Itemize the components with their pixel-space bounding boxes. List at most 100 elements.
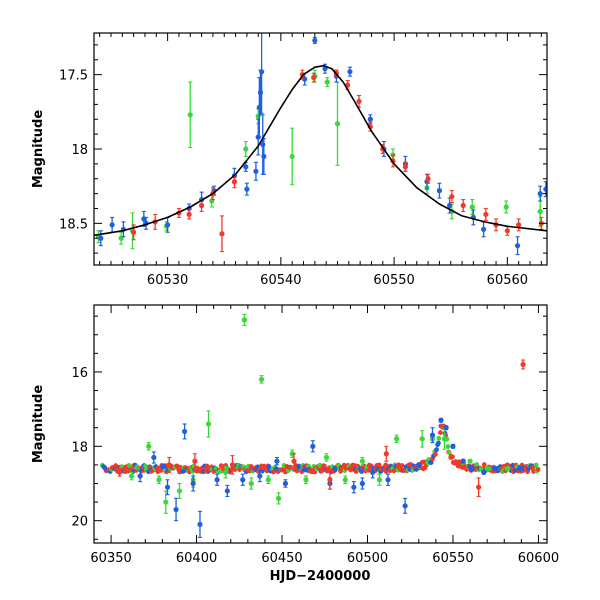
- bottom-blue-point: [257, 473, 263, 479]
- bottom-blue-point: [282, 480, 289, 487]
- top-red-point: [131, 229, 137, 235]
- bottom-green-point: [205, 421, 212, 427]
- bottom-x-tick-label: 60500: [347, 551, 388, 566]
- top-red-point: [460, 202, 466, 209]
- bottom-green-point: [359, 458, 365, 464]
- baseline-point: [434, 447, 439, 453]
- bottom-red-point: [166, 462, 172, 468]
- bottom-green-point: [303, 477, 309, 483]
- top-blue-point: [244, 186, 250, 192]
- bottom-blue-point: [481, 469, 487, 475]
- bottom-blue-point: [224, 488, 230, 494]
- top-red-point: [311, 75, 317, 81]
- top-green-point: [537, 208, 543, 215]
- top-panel-frame: [93, 32, 548, 266]
- bottom-green-point: [419, 436, 425, 442]
- bottom-green-point: [248, 480, 254, 487]
- bottom-green-point: [376, 477, 383, 483]
- top-green-point: [187, 112, 193, 118]
- top-y-tick-label: 18: [71, 143, 88, 158]
- bottom-blue-point: [274, 458, 280, 464]
- baseline-point: [445, 444, 451, 449]
- bottom-y-tick-label: 18: [71, 440, 88, 455]
- bottom-y-axis-label: Magnitude: [31, 385, 46, 464]
- top-red-point: [483, 211, 489, 218]
- top-blue-point: [347, 69, 353, 75]
- top-x-tick-label: 60560: [487, 273, 528, 288]
- bottom-x-tick-label: 60550: [432, 551, 473, 566]
- baseline-point: [436, 435, 442, 441]
- bottom-blue-point: [164, 484, 171, 490]
- baseline-point: [127, 463, 133, 469]
- baseline-point: [450, 454, 455, 460]
- top-red-point: [198, 202, 205, 209]
- top-x-tick-label: 60530: [147, 273, 188, 288]
- bottom-blue-point: [351, 484, 357, 490]
- baseline-point: [428, 460, 434, 465]
- top-x-tick-label: 60550: [373, 273, 414, 288]
- top-green-point: [503, 204, 509, 210]
- baseline-point: [143, 463, 148, 469]
- top-red-point: [219, 231, 225, 237]
- bottom-y-tick-label: 20: [71, 515, 88, 530]
- top-blue-point: [537, 191, 543, 197]
- top-green-point: [289, 153, 295, 160]
- top-blue-point: [367, 116, 373, 122]
- top-red-point: [231, 179, 238, 185]
- bottom-green-point: [276, 495, 282, 501]
- top-y-axis-label: Magnitude: [31, 110, 46, 189]
- baseline-point: [535, 467, 541, 472]
- bottom-blue-point: [443, 425, 449, 431]
- top-y-tick-label: 17.5: [59, 69, 88, 84]
- bottom-green-point: [467, 458, 473, 464]
- bottom-green-point: [393, 436, 400, 442]
- bottom-blue-point: [197, 521, 203, 528]
- top-blue-point: [312, 37, 318, 44]
- top-blue-point: [243, 164, 249, 170]
- bottom-blue-point: [450, 443, 456, 449]
- bottom-blue-point: [190, 480, 196, 487]
- bottom-x-tick-label: 60400: [176, 551, 217, 566]
- bottom-green-point: [163, 499, 169, 505]
- top-blue-point: [447, 202, 453, 209]
- top-blue-point: [261, 153, 267, 160]
- bottom-blue-point: [173, 506, 179, 513]
- bottom-panel-ticks: 60350 60400 60450 60500 60550 60600 16 18 20: [71, 305, 559, 566]
- bottom-green-point: [223, 469, 229, 475]
- baseline-point: [437, 430, 443, 435]
- bottom-green-point: [323, 454, 330, 461]
- top-red-point: [356, 98, 362, 105]
- top-x-tick-label: 60540: [260, 273, 301, 288]
- bottom-y-tick-label: 16: [71, 366, 88, 381]
- baseline-point: [433, 451, 438, 457]
- bottom-blue-point: [416, 462, 422, 468]
- baseline-point: [376, 462, 382, 468]
- bottom-green-point: [505, 466, 511, 472]
- bottom-red-point: [383, 451, 389, 457]
- baseline-point: [533, 462, 539, 468]
- bottom-green-point: [265, 477, 271, 483]
- top-blue-point: [480, 226, 487, 232]
- bottom-blue-point: [151, 454, 157, 461]
- bottom-blue-point: [402, 503, 408, 509]
- bottom-blue-point: [214, 477, 220, 483]
- bottom-blue-point: [469, 466, 475, 472]
- top-blue-point: [109, 222, 115, 228]
- bottom-x-axis-label: HJD−2400000: [270, 569, 371, 584]
- bottom-red-point: [117, 469, 123, 475]
- top-blue-point: [436, 188, 443, 194]
- top-red-point: [504, 228, 510, 234]
- top-green-point: [334, 121, 341, 127]
- bottom-blue-point: [240, 477, 246, 483]
- bottom-red-point: [229, 462, 236, 468]
- bottom-blue-point: [182, 428, 188, 435]
- baseline-point: [266, 464, 272, 469]
- bottom-panel-frame: [93, 304, 548, 544]
- bottom-blue-point: [385, 477, 391, 483]
- bottom-blue-point: [429, 432, 436, 438]
- top-blue-point: [514, 243, 521, 249]
- bottom-green-point: [258, 376, 265, 382]
- bottom-green-point: [176, 488, 183, 494]
- bottom-blue-point: [310, 443, 316, 449]
